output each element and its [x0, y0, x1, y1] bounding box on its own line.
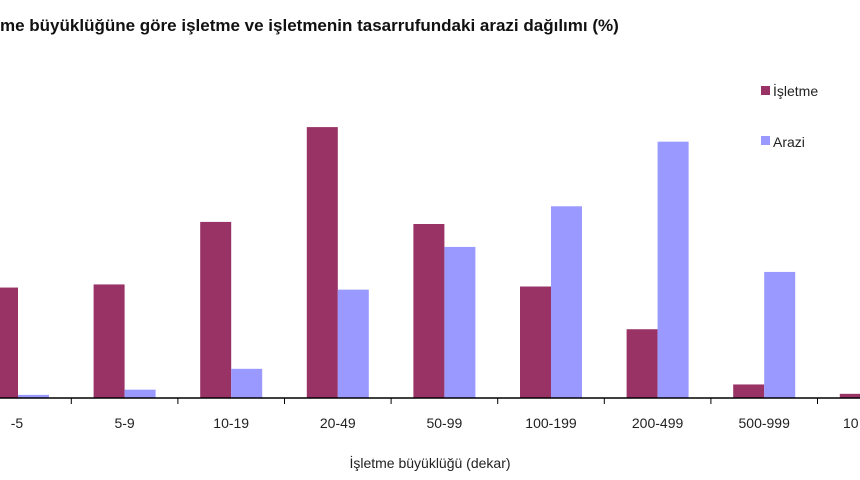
x-tick-label: 50-99: [426, 415, 462, 431]
bar-isletme-0: [0, 287, 18, 398]
legend-swatch-isletme: [761, 86, 770, 95]
x-tick-label: 5-9: [114, 415, 134, 431]
legend-label-arazi: Arazi: [773, 134, 805, 150]
bar-arazi-2: [231, 368, 263, 398]
bar-arazi-4: [444, 246, 476, 398]
x-axis-label: İşletme büyüklüğü (dekar): [349, 454, 510, 471]
bar-isletme-5: [520, 286, 551, 398]
bar-isletme-8: [839, 393, 860, 398]
bar-arazi-0: [18, 394, 49, 398]
bar-arazi-7: [764, 271, 796, 398]
legend-swatch-arazi: [761, 136, 770, 145]
x-tick-label: 10: [843, 415, 859, 431]
bar-isletme-2: [200, 221, 232, 398]
bar-isletme-1: [93, 284, 125, 398]
bar-isletme-7: [733, 384, 765, 398]
x-tick-label: -5: [11, 415, 24, 431]
x-tick-label: 500-999: [739, 415, 791, 431]
x-tick-label: 20-49: [320, 415, 356, 431]
x-tick-label: 100-199: [525, 415, 577, 431]
bar-arazi-5: [551, 206, 582, 398]
x-tick-label: 200-499: [632, 415, 684, 431]
bar-arazi-3: [337, 289, 369, 398]
bar-isletme-6: [626, 329, 658, 398]
x-tick-label: 10-19: [213, 415, 249, 431]
bar-arazi-6: [657, 141, 689, 398]
chart-title: me büyüklüğüne göre işletme ve işletmeni…: [0, 16, 619, 35]
bar-isletme-4: [413, 223, 445, 398]
bar-isletme-3: [306, 127, 338, 398]
bar-arazi-1: [124, 389, 156, 398]
legend-label-isletme: İşletme: [773, 82, 818, 99]
